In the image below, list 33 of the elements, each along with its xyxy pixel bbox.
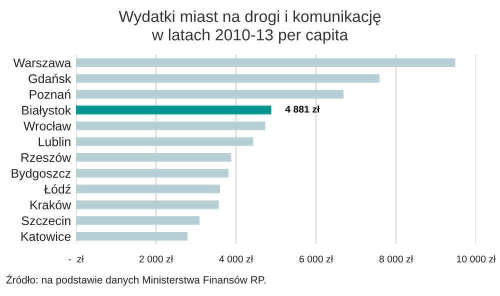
x-tick-label: - zł — [68, 255, 84, 262]
text: Źródło: na podstawie danych Ministerstwa Finansów RP. — [6, 274, 266, 286]
bar — [76, 90, 344, 99]
y-tick-label: Wrocław — [23, 121, 72, 130]
bar — [76, 74, 380, 83]
chart-title: Wydatki miast na drogi i komunikację w latach 2010-13 per capita — [118, 10, 381, 44]
bar — [76, 58, 456, 67]
x-tick-label: 6 000 zł — [299, 255, 333, 262]
bar — [76, 216, 200, 225]
bar — [76, 168, 228, 178]
bar — [76, 153, 232, 162]
y-tick-label: Poznań — [30, 90, 70, 99]
y-tick-label: Katowice — [21, 232, 71, 241]
y-tick-label: Gdańsk — [28, 74, 72, 84]
bar — [76, 106, 272, 114]
x-tick-label: 10 000 zł — [457, 255, 496, 262]
y-tick-label: Białystok — [22, 105, 72, 118]
y-tick-label: Kraków — [30, 200, 72, 210]
y-tick-label: Szczecin — [22, 216, 70, 226]
bar — [76, 137, 254, 146]
y-tick-label: Łódź — [44, 184, 71, 194]
x-tick-label: 2 000 zł — [139, 255, 173, 262]
y-tick-label: Lublin — [38, 137, 70, 146]
bar — [76, 121, 266, 130]
y-tick-label: Bydgoszcz — [12, 168, 71, 180]
bar — [76, 184, 220, 194]
bar — [76, 200, 219, 210]
y-tick-label: Rzeszów — [21, 152, 72, 162]
x-tick-label: 8 000 zł — [379, 255, 413, 262]
y-tick-label: Warszawa — [13, 58, 72, 68]
x-tick-label: 4 000 zł — [219, 255, 253, 262]
bar — [76, 232, 188, 241]
data-label: 4 881 zł — [285, 105, 320, 113]
